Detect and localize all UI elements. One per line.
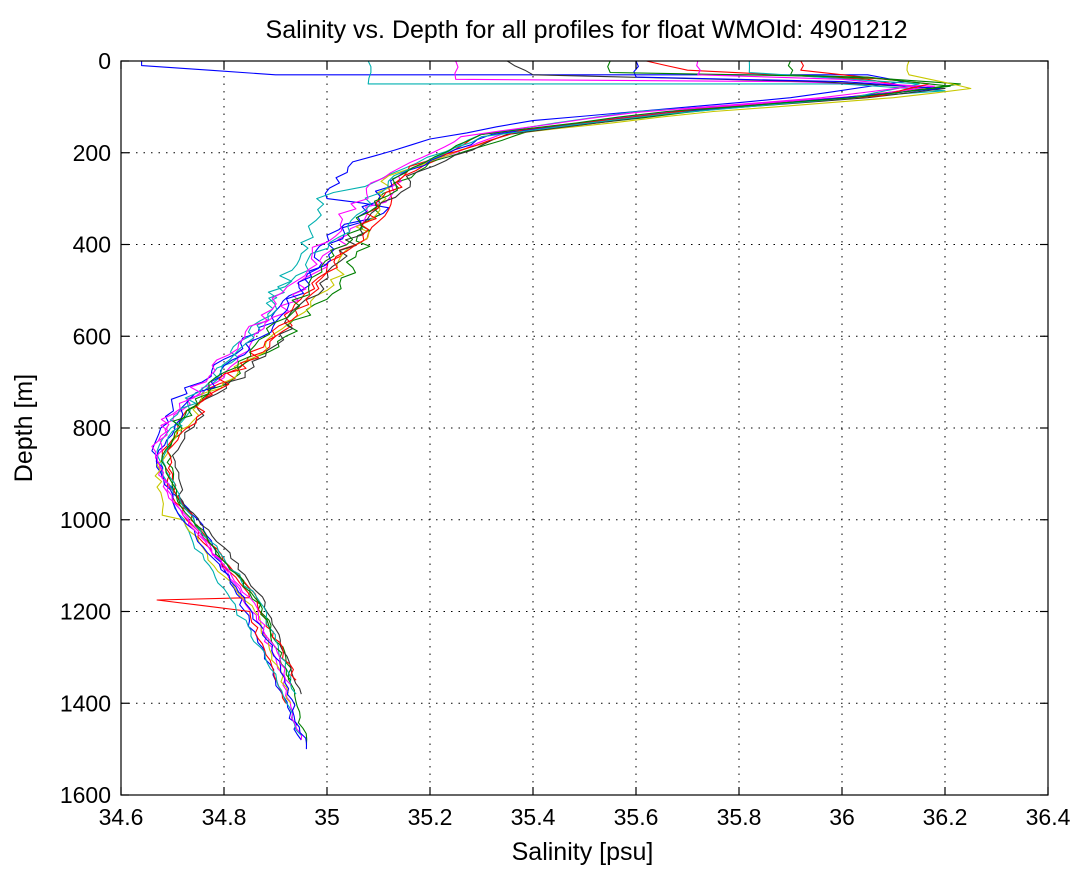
x-tick-label: 34.6 <box>99 804 144 830</box>
y-tick-label: 200 <box>73 140 111 166</box>
x-tick-label: 35.6 <box>614 804 659 830</box>
profile-line-12 <box>156 60 915 686</box>
x-tick-label: 34.8 <box>202 804 247 830</box>
y-tick-labels: 0 200 400 600 800 1000 1200 1400 1600 <box>60 48 111 808</box>
y-axis-label: Depth [m] <box>10 374 38 482</box>
profile-line-1 <box>141 61 905 741</box>
y-tick-label: 400 <box>73 232 111 258</box>
x-tick-label: 36.2 <box>923 804 968 830</box>
x-tick-label: 36 <box>829 804 855 830</box>
profile-line-7 <box>171 60 946 695</box>
y-tick-label: 1400 <box>60 690 111 716</box>
x-tick-labels: 34.6 34.8 35 35.2 35.4 35.6 35.8 36 36.2 36.4 <box>99 804 1071 830</box>
x-axis-label: Salinity [psu] <box>512 838 654 866</box>
y-tick-label: 0 <box>98 48 111 74</box>
profile-line-4 <box>166 60 961 745</box>
profile-line-10 <box>161 60 920 695</box>
y-tick-label: 600 <box>73 323 111 349</box>
y-tick-label: 800 <box>73 415 111 441</box>
y-tick-label: 1000 <box>60 507 111 533</box>
profile-line-5 <box>151 60 936 741</box>
profile-line-11 <box>161 60 951 681</box>
grid-lines <box>121 61 1048 795</box>
y-tick-label: 1200 <box>60 599 111 625</box>
x-tick-label: 35.8 <box>717 804 762 830</box>
profile-line-2 <box>156 60 920 704</box>
x-tick-label: 35 <box>314 804 340 830</box>
profile-line-9 <box>166 60 931 681</box>
x-tick-label: 35.2 <box>408 804 453 830</box>
x-tick-label: 36.4 <box>1026 804 1071 830</box>
chart-title: Salinity vs. Depth for all profiles for … <box>266 16 908 44</box>
profile-line-6 <box>154 60 972 704</box>
tick-marks <box>120 60 1049 796</box>
plot-area <box>141 60 972 750</box>
x-tick-label: 35.4 <box>511 804 556 830</box>
y-tick-label: 1600 <box>60 782 111 808</box>
